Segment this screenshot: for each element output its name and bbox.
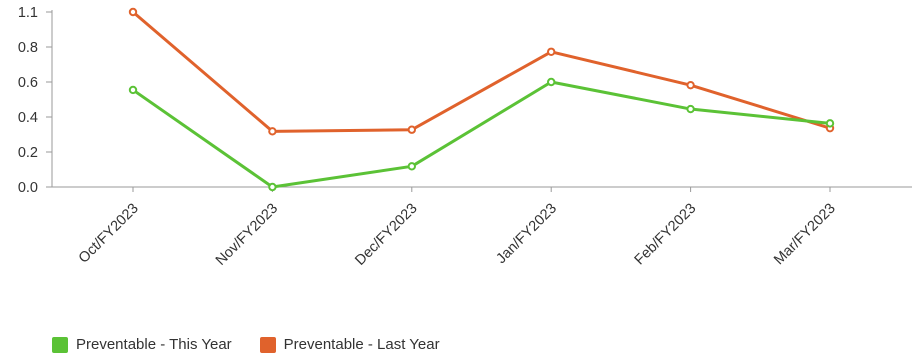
data-point[interactable] — [128, 7, 138, 17]
data-point[interactable] — [825, 119, 835, 128]
data-point[interactable] — [407, 162, 416, 171]
data-point[interactable] — [547, 77, 556, 87]
data-point[interactable] — [407, 125, 416, 134]
legend-swatch-this-year — [52, 336, 68, 353]
x-tick-label: Oct/FY2023 — [76, 201, 142, 267]
x-tick-label: Mar/FY2023 — [771, 201, 839, 269]
y-tick-label: 0.8 — [18, 40, 38, 56]
data-point[interactable] — [268, 127, 277, 136]
data-point[interactable] — [686, 80, 695, 90]
x-tick-label: Jan/FY2023 — [493, 201, 560, 268]
y-tick-label: 0.6 — [18, 75, 38, 91]
legend-label-this-year: Preventable - This Year — [76, 336, 232, 353]
legend-swatch-last-year — [259, 336, 276, 353]
legend-item-this-year[interactable]: Preventable - This Year — [52, 336, 232, 353]
data-point[interactable] — [268, 182, 277, 192]
x-tick-label: Feb/FY2023 — [632, 201, 700, 269]
chart-legend: Preventable - This Year Preventable - La… — [52, 336, 440, 353]
data-point[interactable] — [547, 47, 556, 56]
y-tick-label: 1.1 — [18, 5, 38, 21]
data-point[interactable] — [128, 85, 138, 95]
x-tick-label: Nov/FY2023 — [213, 201, 281, 269]
y-tick-label: 0.0 — [18, 180, 38, 196]
data-point[interactable] — [686, 104, 695, 114]
y-tick-label: 0.4 — [18, 110, 38, 126]
legend-label-last-year: Preventable - Last Year — [283, 336, 440, 353]
x-tick-label: Dec/FY2023 — [352, 201, 420, 269]
y-tick-label: 0.2 — [18, 145, 38, 161]
series-line — [131, 80, 832, 189]
legend-item-last-year[interactable]: Preventable - Last Year — [259, 336, 440, 353]
series-line — [131, 10, 832, 133]
